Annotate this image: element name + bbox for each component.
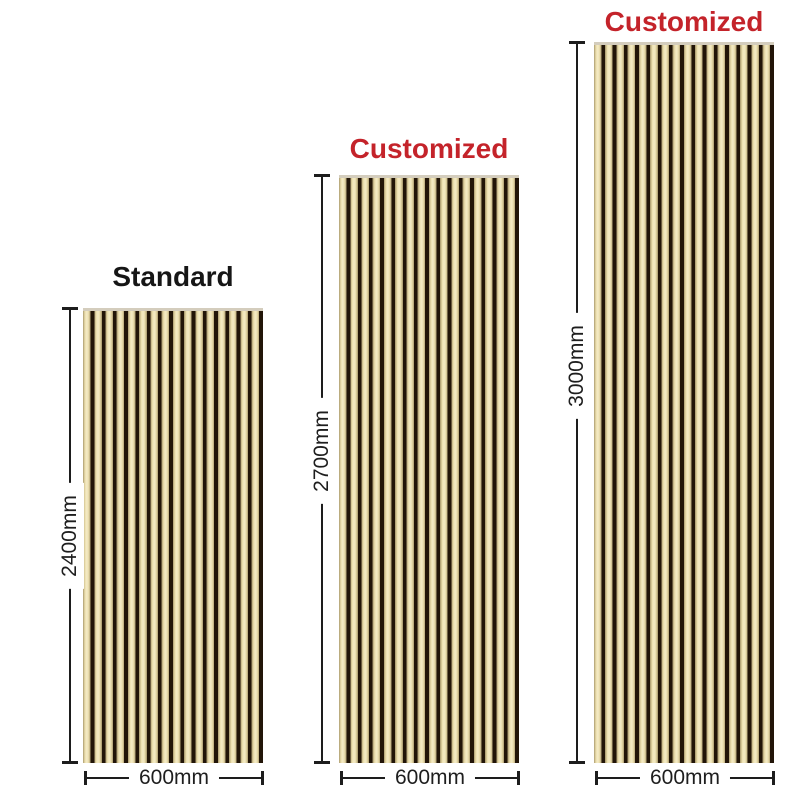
dimension-tick	[569, 761, 585, 764]
panel-3-wood-slat-board	[594, 42, 774, 763]
dimension-tick	[62, 307, 78, 310]
dimension-tick	[314, 761, 330, 764]
panel-1-width-label: 600mm	[128, 766, 220, 790]
panel-3-title: Customized	[604, 6, 764, 37]
dimension-tick	[261, 771, 264, 785]
panel-3-width-dimension: 600mm	[595, 766, 775, 790]
dimension-tick	[62, 761, 78, 764]
panel-2-wood-slat-board	[339, 175, 519, 763]
panel-3-width-label: 600mm	[639, 766, 731, 790]
panel-2-width-dimension: 600mm	[340, 766, 520, 790]
panel-1-wood-slat-board	[83, 308, 263, 763]
panel-1-title: Standard	[112, 261, 234, 292]
panel-2-width-label: 600mm	[384, 766, 476, 790]
panel-2-height-label: 2700mm	[308, 398, 336, 505]
panel-3-height-label: 3000mm	[563, 313, 591, 420]
dimension-tick	[314, 174, 330, 177]
dimension-tick	[84, 771, 87, 785]
panel-2-title: Customized	[349, 133, 509, 164]
panel-1-height-label: 2400mm	[56, 482, 84, 589]
dimension-tick	[517, 771, 520, 785]
dimension-tick	[772, 771, 775, 785]
panel-1-height-dimension: 2400mm	[56, 307, 84, 764]
panel-3-height-dimension: 3000mm	[563, 41, 591, 764]
panel-2-height-dimension: 2700mm	[308, 174, 336, 764]
dimension-tick	[595, 771, 598, 785]
dimension-tick	[340, 771, 343, 785]
dimension-tick	[569, 41, 585, 44]
panel-1-width-dimension: 600mm	[84, 766, 264, 790]
